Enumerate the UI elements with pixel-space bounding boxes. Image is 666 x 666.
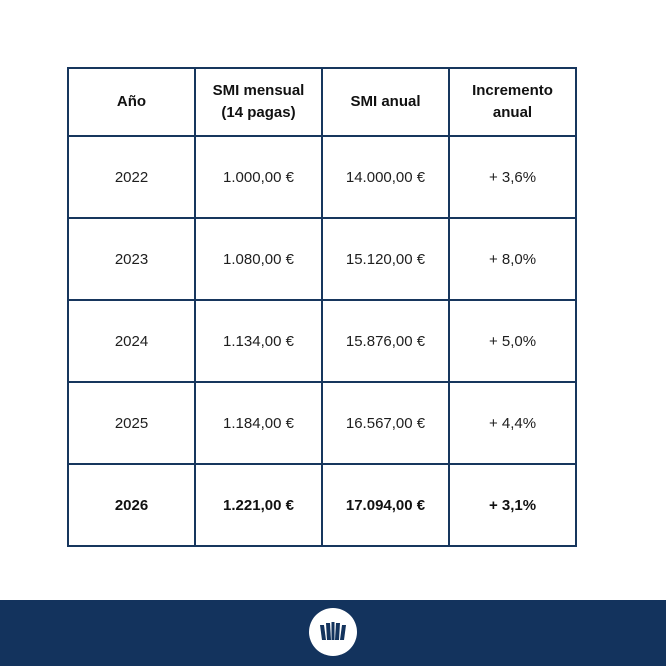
- cell-annual-increase: + 3,1%: [448, 463, 577, 547]
- cell-annual-smi: 14.000,00 €: [321, 135, 450, 219]
- header-annual-increase: Incremento anual: [448, 67, 577, 137]
- footer-bar: [0, 600, 666, 666]
- header-year: Año: [67, 67, 196, 137]
- cell-year: 2023: [67, 217, 196, 301]
- cell-monthly-smi: 1.080,00 €: [194, 217, 323, 301]
- cell-annual-smi: 16.567,00 €: [321, 381, 450, 465]
- cell-annual-increase: + 4,4%: [448, 381, 577, 465]
- cell-annual-increase: + 3,6%: [448, 135, 577, 219]
- cell-year: 2024: [67, 299, 196, 383]
- cell-annual-increase: + 8,0%: [448, 217, 577, 301]
- table-row: 2022 1.000,00 € 14.000,00 € + 3,6%: [67, 135, 577, 219]
- table-row: 2023 1.080,00 € 15.120,00 € + 8,0%: [67, 217, 577, 301]
- cell-annual-smi: 15.120,00 €: [321, 217, 450, 301]
- table-row: 2025 1.184,00 € 16.567,00 € + 4,4%: [67, 381, 577, 465]
- cell-annual-smi: 17.094,00 €: [321, 463, 450, 547]
- cell-monthly-smi: 1.184,00 €: [194, 381, 323, 465]
- cell-year: 2026: [67, 463, 196, 547]
- cell-monthly-smi: 1.221,00 €: [194, 463, 323, 547]
- cell-monthly-smi: 1.000,00 €: [194, 135, 323, 219]
- cell-year: 2025: [67, 381, 196, 465]
- smi-table: Año SMI mensual (14 pagas) SMI anual Inc…: [67, 67, 577, 547]
- cell-annual-smi: 15.876,00 €: [321, 299, 450, 383]
- table-row-highlighted: 2026 1.221,00 € 17.094,00 € + 3,1%: [67, 463, 577, 547]
- cell-annual-increase: + 5,0%: [448, 299, 577, 383]
- header-monthly-smi: SMI mensual (14 pagas): [194, 67, 323, 137]
- cell-monthly-smi: 1.134,00 €: [194, 299, 323, 383]
- columns-emblem-icon: [309, 608, 357, 656]
- header-annual-smi: SMI anual: [321, 67, 450, 137]
- table-row: 2024 1.134,00 € 15.876,00 € + 5,0%: [67, 299, 577, 383]
- table-header-row: Año SMI mensual (14 pagas) SMI anual Inc…: [67, 67, 577, 137]
- cell-year: 2022: [67, 135, 196, 219]
